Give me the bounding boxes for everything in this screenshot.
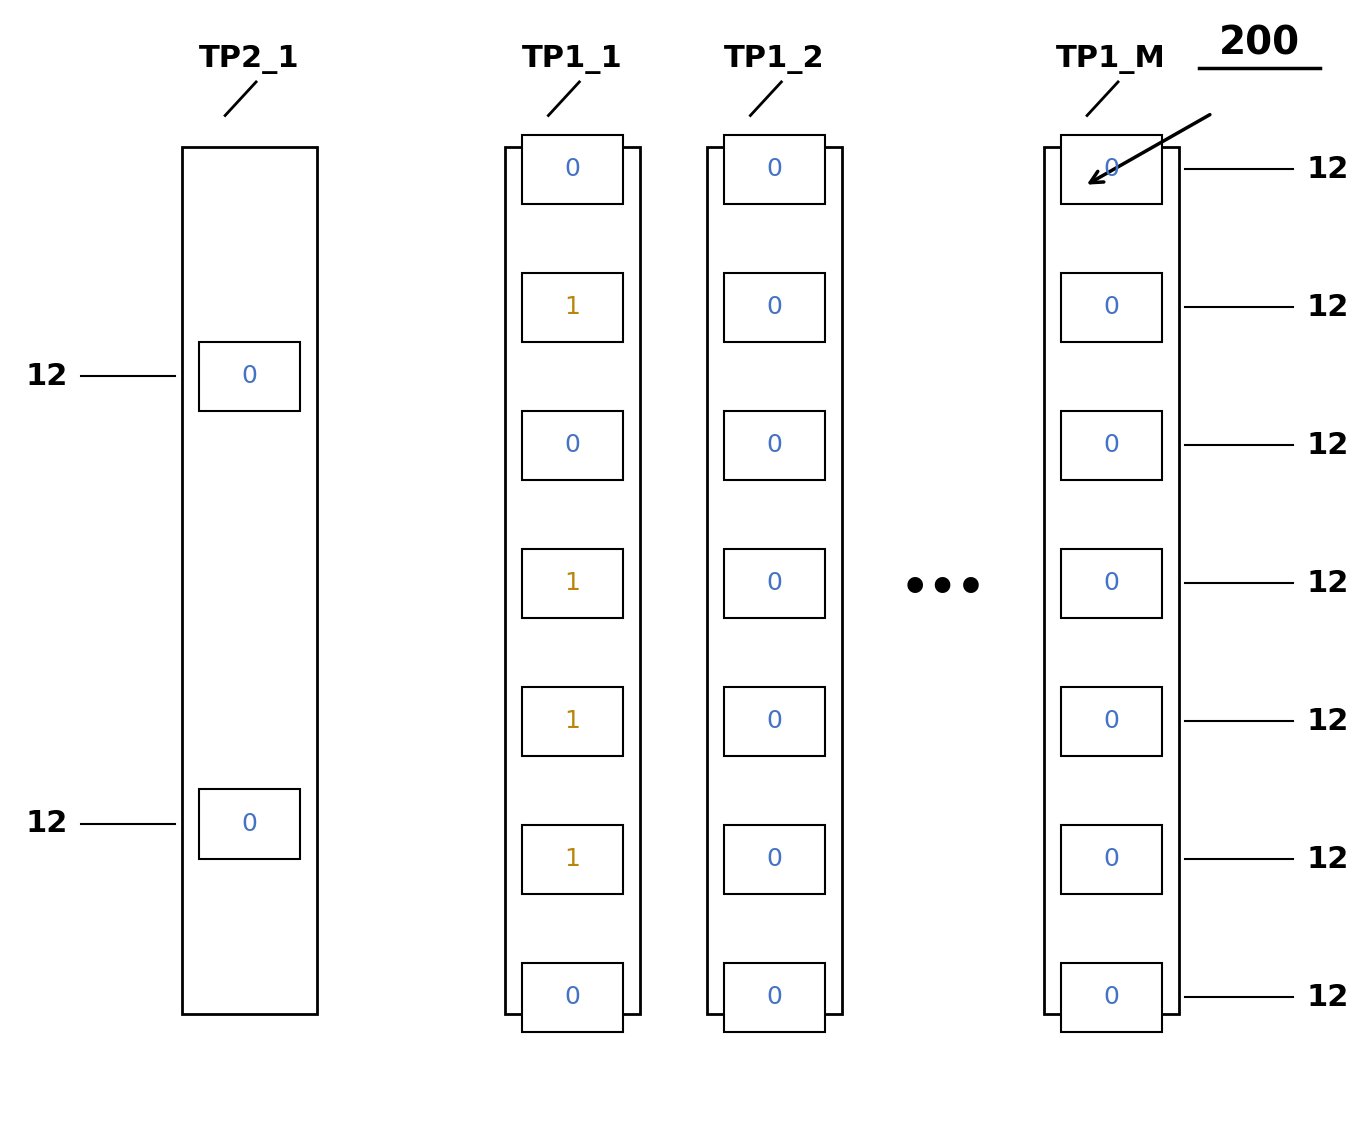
- Bar: [724, 825, 825, 894]
- Bar: [1061, 825, 1162, 894]
- Bar: [522, 687, 623, 756]
- Text: 1: 1: [564, 709, 581, 733]
- Text: 0: 0: [564, 986, 581, 1010]
- Bar: [1061, 273, 1162, 342]
- Bar: [724, 687, 825, 756]
- Text: 12: 12: [1307, 431, 1350, 460]
- Text: 0: 0: [766, 571, 783, 595]
- Text: 0: 0: [766, 296, 783, 320]
- Text: 0: 0: [242, 812, 257, 836]
- Bar: [182, 147, 317, 1014]
- Text: 0: 0: [1104, 157, 1119, 181]
- Text: 1: 1: [564, 847, 581, 871]
- Text: 0: 0: [766, 847, 783, 871]
- Text: 0: 0: [1104, 709, 1119, 733]
- Text: 12: 12: [1307, 569, 1350, 598]
- Bar: [199, 341, 301, 411]
- Text: 1: 1: [564, 296, 581, 320]
- Text: 0: 0: [1104, 433, 1119, 458]
- Text: 12: 12: [1307, 982, 1350, 1012]
- Text: 0: 0: [564, 157, 581, 181]
- Text: TP1_2: TP1_2: [724, 45, 825, 74]
- Bar: [724, 548, 825, 617]
- Bar: [522, 410, 623, 480]
- Text: 12: 12: [25, 809, 67, 838]
- Bar: [1044, 147, 1179, 1014]
- Text: 12: 12: [1307, 155, 1350, 184]
- Bar: [708, 147, 841, 1014]
- Bar: [522, 963, 623, 1032]
- Text: 0: 0: [1104, 847, 1119, 871]
- Bar: [522, 548, 623, 617]
- Bar: [1061, 410, 1162, 480]
- Text: 200: 200: [1218, 25, 1300, 63]
- Text: 0: 0: [242, 364, 257, 389]
- Bar: [522, 135, 623, 204]
- Text: 12: 12: [1307, 707, 1350, 735]
- Text: 0: 0: [766, 433, 783, 458]
- Bar: [724, 963, 825, 1032]
- Text: 0: 0: [1104, 296, 1119, 320]
- Text: 0: 0: [1104, 986, 1119, 1010]
- Text: 0: 0: [766, 157, 783, 181]
- Text: 0: 0: [1104, 571, 1119, 595]
- Text: •••: •••: [900, 568, 985, 611]
- Bar: [724, 135, 825, 204]
- Bar: [522, 273, 623, 342]
- Bar: [724, 410, 825, 480]
- Text: 12: 12: [25, 361, 67, 391]
- Bar: [1061, 687, 1162, 756]
- Bar: [1061, 548, 1162, 617]
- Bar: [199, 790, 301, 859]
- Text: 12: 12: [1307, 845, 1350, 874]
- Text: TP2_1: TP2_1: [199, 45, 299, 74]
- Bar: [505, 147, 639, 1014]
- Text: 0: 0: [766, 986, 783, 1010]
- Text: 12: 12: [1307, 292, 1350, 322]
- Bar: [522, 825, 623, 894]
- Bar: [1061, 963, 1162, 1032]
- Text: 0: 0: [564, 433, 581, 458]
- Bar: [724, 273, 825, 342]
- Text: 1: 1: [564, 571, 581, 595]
- Text: TP1_M: TP1_M: [1056, 45, 1167, 74]
- Text: TP1_1: TP1_1: [522, 45, 623, 74]
- Bar: [1061, 135, 1162, 204]
- Text: 0: 0: [766, 709, 783, 733]
